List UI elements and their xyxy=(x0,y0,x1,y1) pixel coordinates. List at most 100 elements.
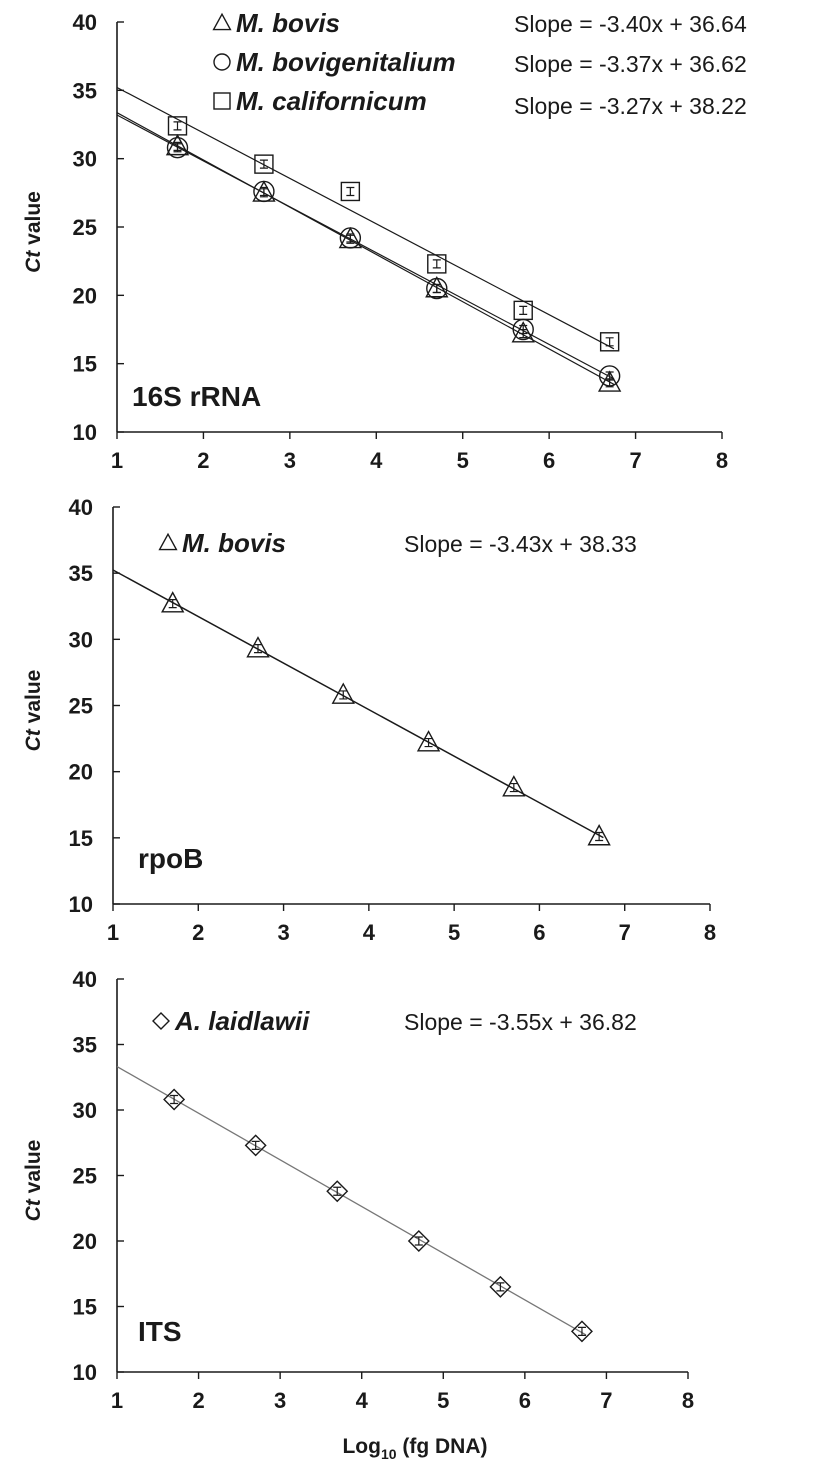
legend-circle-icon xyxy=(213,53,231,71)
error-bar xyxy=(168,599,177,609)
error-bar xyxy=(346,186,355,197)
y-tick-label: 10 xyxy=(69,892,93,917)
legend-diamond-icon xyxy=(152,1012,170,1030)
chart-panel-1: 10 15 20 25 30 35 40 1 2 3 4 5 6 7 8 Ct value M. bovis Sl… xyxy=(22,8,747,473)
y-tick-label: 10 xyxy=(73,1360,97,1385)
data-point-diamond xyxy=(407,1230,430,1252)
equation-label: Slope = -3.37x + 36.62 xyxy=(514,51,747,77)
legend-label: A. laidlawii xyxy=(174,1006,310,1036)
data-point-triangle xyxy=(587,824,611,846)
error-bar xyxy=(253,643,262,654)
legend-label: M. californicum xyxy=(236,86,427,116)
data-point-diamond xyxy=(244,1134,267,1157)
data-point-square xyxy=(167,116,188,136)
data-point-triangle xyxy=(246,636,270,658)
y-axis-label: Ct value xyxy=(22,1140,45,1222)
x-tick-label: 6 xyxy=(543,448,555,473)
x-tick-label: 3 xyxy=(274,1388,286,1413)
error-bar xyxy=(170,1094,179,1105)
x-tick-label: 4 xyxy=(370,448,383,473)
x-tick-label: 6 xyxy=(519,1388,531,1413)
x-tick-label: 6 xyxy=(533,920,545,945)
y-tick-label: 25 xyxy=(73,215,97,240)
legend-entry: M. bovis xyxy=(212,8,340,38)
y-axis-label: Ct value xyxy=(22,670,45,752)
error-bar xyxy=(173,121,182,131)
data-point-circle xyxy=(426,277,448,300)
data-point-triangle xyxy=(165,133,190,156)
y-tick-label: 30 xyxy=(69,627,93,652)
data-point-circle xyxy=(339,227,362,249)
y-tick-label: 15 xyxy=(73,352,97,377)
data-point-square xyxy=(599,332,620,352)
legend-entry: M. californicum xyxy=(213,86,427,116)
data-point-triangle xyxy=(416,730,441,752)
x-tick-label: 2 xyxy=(192,920,204,945)
x-tick-label: 7 xyxy=(600,1388,612,1413)
error-bar xyxy=(496,1282,505,1292)
x-tick-label: 8 xyxy=(704,920,716,945)
data-point-diamond xyxy=(326,1180,349,1203)
error-bar xyxy=(251,1140,260,1150)
error-bar xyxy=(577,1326,586,1336)
equation-label: Slope = -3.40x + 36.64 xyxy=(514,11,747,37)
y-tick-label: 30 xyxy=(73,1098,97,1123)
legend-entry: A. laidlawii xyxy=(152,1006,310,1036)
error-bar xyxy=(424,737,433,748)
error-bar xyxy=(346,233,355,243)
x-tick-label: 1 xyxy=(111,448,123,473)
x-tick-label: 3 xyxy=(284,448,296,473)
data-point-diamond xyxy=(163,1088,186,1111)
y-tick-label: 10 xyxy=(73,420,97,445)
y-tick-label: 20 xyxy=(73,283,97,308)
panel-label: rpoB xyxy=(138,843,203,874)
x-tick-label: 7 xyxy=(619,920,631,945)
error-bar xyxy=(519,324,528,335)
x-tick-label: 2 xyxy=(192,1388,204,1413)
chart-panel-2: 10 15 20 25 30 35 40 1 2 3 4 5 6 7 8 Ct value M. bovis Sl… xyxy=(22,495,716,945)
legend-triangle-icon xyxy=(158,532,178,551)
panel-label: 16S rRNA xyxy=(132,381,261,412)
error-bar xyxy=(339,690,348,700)
y-tick-label: 25 xyxy=(73,1164,97,1189)
error-bar xyxy=(605,337,614,347)
fit-line xyxy=(116,112,615,385)
error-bar xyxy=(414,1236,423,1246)
data-point-square xyxy=(340,181,361,202)
fit-line xyxy=(116,1065,587,1336)
data-point-triangle xyxy=(502,775,526,797)
x-tick-label: 5 xyxy=(457,448,469,473)
y-tick-label: 15 xyxy=(69,826,93,851)
legend-entry: M. bovis xyxy=(158,528,286,558)
error-bar xyxy=(173,143,182,153)
error-bar xyxy=(605,371,614,381)
x-tick-label: 8 xyxy=(716,448,728,473)
y-tick-label: 40 xyxy=(69,495,93,520)
panel-label: ITS xyxy=(138,1316,182,1347)
data-point-triangle xyxy=(597,370,622,392)
y-tick-label: 40 xyxy=(73,10,97,35)
x-tick-label: 5 xyxy=(448,920,460,945)
y-tick-label: 20 xyxy=(69,760,93,785)
equation-label: Slope = -3.27x + 38.22 xyxy=(514,93,747,119)
legend-label: M. bovigenitalium xyxy=(236,47,456,77)
error-bar xyxy=(432,283,441,294)
fit-line xyxy=(116,114,615,380)
legend-triangle-icon xyxy=(212,12,232,31)
data-point-triangle xyxy=(161,591,185,613)
y-tick-label: 15 xyxy=(73,1295,97,1320)
data-point-circle xyxy=(598,365,621,387)
x-tick-label: 5 xyxy=(437,1388,449,1413)
y-tick-label: 35 xyxy=(69,561,93,586)
data-point-triangle xyxy=(331,682,355,704)
error-bar xyxy=(259,186,268,197)
x-tick-label: 3 xyxy=(277,920,289,945)
data-point-square xyxy=(254,154,274,174)
data-point-circle xyxy=(253,180,275,203)
x-tick-label: 1 xyxy=(107,920,119,945)
y-tick-label: 35 xyxy=(73,1033,97,1058)
data-point-diamond xyxy=(570,1320,593,1343)
y-tick-label: 20 xyxy=(73,1229,97,1254)
fit-line xyxy=(112,569,604,839)
